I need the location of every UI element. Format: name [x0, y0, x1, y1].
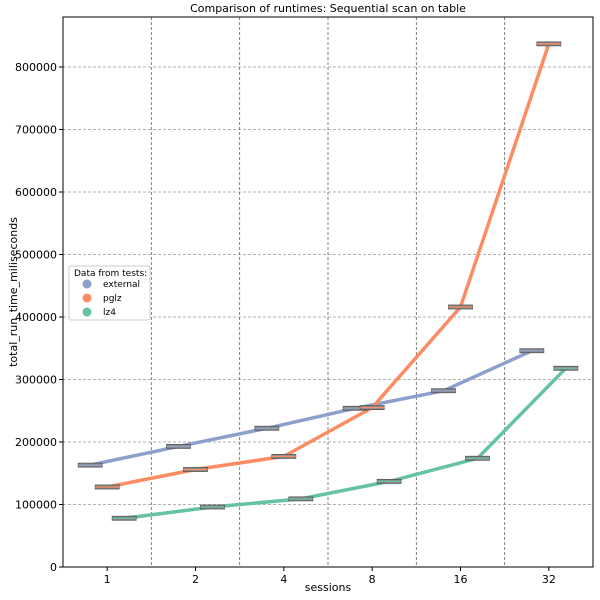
- legend-title: Data from tests:: [74, 269, 147, 279]
- legend-label-lz4: lz4: [103, 308, 116, 318]
- legend-marker-pglz: [82, 293, 92, 303]
- legend-box: [68, 265, 151, 321]
- y-tick-label: 200000: [15, 436, 57, 449]
- y-tick-label: 0: [50, 561, 57, 574]
- x-tick-label: 16: [454, 573, 468, 586]
- y-tick-label: 400000: [15, 311, 57, 324]
- x-tick-label: 2: [192, 573, 199, 586]
- y-tick-label: 600000: [15, 186, 57, 199]
- y-tick-label: 700000: [15, 124, 57, 137]
- x-tick-label: 1: [104, 573, 111, 586]
- plot-frame: [62, 16, 594, 568]
- chart-title: Comparison of runtimes: Sequential scan …: [190, 2, 466, 15]
- y-tick-label: 800000: [15, 61, 57, 74]
- grid-lines: [63, 17, 593, 568]
- legend-marker-external: [82, 279, 92, 289]
- legend-label-pglz: pglz: [103, 294, 122, 304]
- legend: Data from tests: external pglz lz4: [68, 265, 151, 321]
- x-tick-label: 32: [542, 573, 556, 586]
- x-axis-label: sessions: [305, 581, 352, 594]
- legend-label-external: external: [103, 280, 140, 290]
- x-tick-label: 4: [280, 573, 287, 586]
- y-tick-label: 300000: [15, 374, 57, 387]
- series-lines: [88, 42, 568, 521]
- series-line-pglz: [105, 42, 551, 489]
- legend-items: external pglz lz4: [82, 279, 140, 318]
- y-tick-label: 500000: [15, 249, 57, 262]
- x-tick-label: 8: [369, 573, 376, 586]
- legend-marker-lz4: [82, 307, 92, 317]
- box-markers: [77, 41, 579, 521]
- y-axis-label: total_run_time_miliseconds: [7, 217, 20, 367]
- y-tick-label: 100000: [15, 499, 57, 512]
- series-line-lz4: [122, 366, 568, 521]
- axis-ticks: 0 100000 200000 300000 400000 500000 600000 700…: [15, 61, 556, 586]
- series-line-external: [88, 349, 534, 467]
